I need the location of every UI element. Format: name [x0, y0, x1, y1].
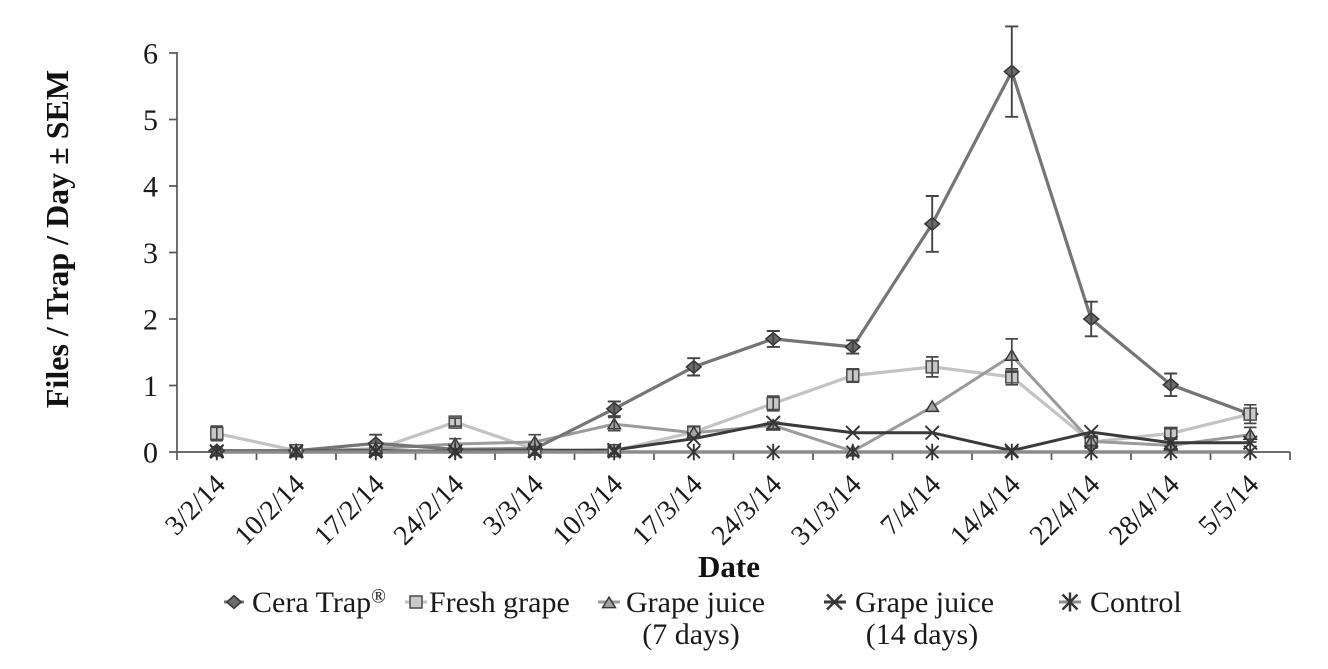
svg-text:Grape juice: Grape juice: [855, 586, 994, 619]
svg-text:Files / Trap / Day ± SEM: Files / Trap / Day ± SEM: [39, 70, 75, 408]
svg-text:1: 1: [143, 370, 158, 403]
svg-text:0: 0: [143, 437, 158, 470]
svg-text:Fresh grape: Fresh grape: [429, 586, 570, 619]
svg-text:3: 3: [143, 237, 158, 270]
svg-text:4: 4: [143, 171, 158, 204]
svg-text:Control: Control: [1090, 586, 1182, 619]
svg-text:(14 days): (14 days): [866, 618, 978, 651]
svg-text:5: 5: [143, 104, 158, 137]
svg-text:Cera Trap®: Cera Trap®: [252, 586, 386, 619]
svg-text:2: 2: [143, 304, 158, 337]
svg-text:Date: Date: [698, 549, 760, 584]
svg-text:(7 days): (7 days): [642, 618, 739, 651]
svg-text:Grape juice: Grape juice: [626, 586, 765, 619]
svg-text:6: 6: [143, 38, 158, 71]
